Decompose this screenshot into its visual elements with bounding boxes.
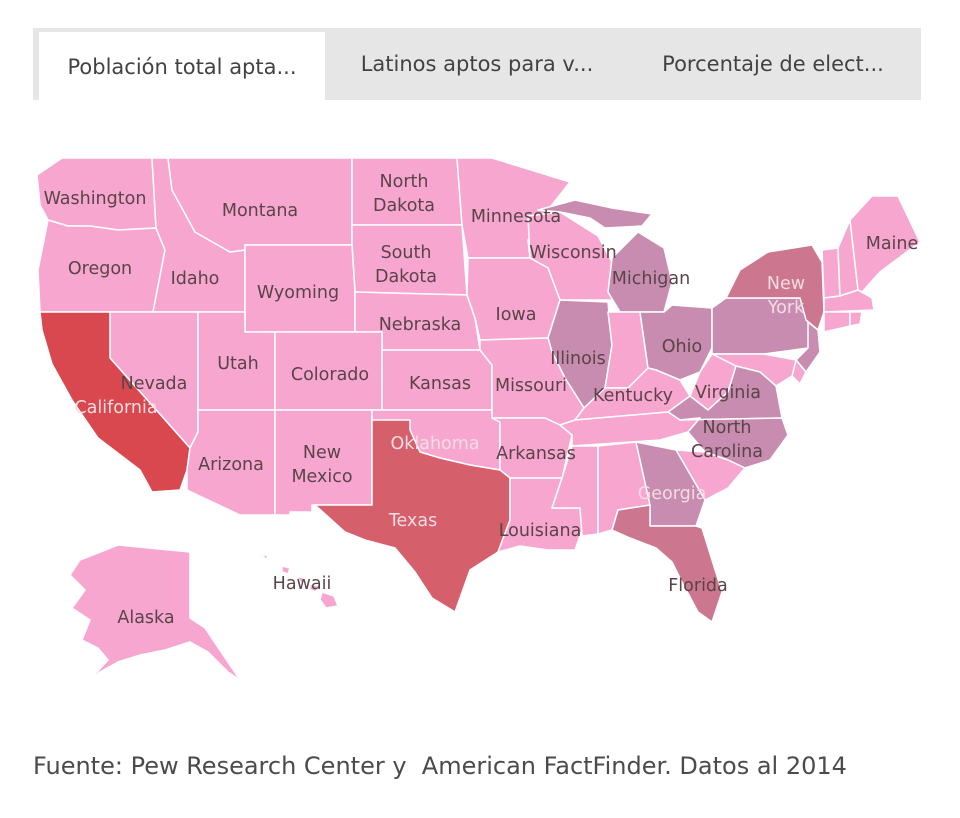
- label-north-carolina: North Carolina: [691, 418, 763, 462]
- tab-bar: Población total apta... Latinos aptos pa…: [33, 28, 921, 102]
- tab-porcentaje-electores[interactable]: Porcentaje de elect...: [662, 52, 884, 76]
- label-hawaii: Hawaii: [273, 574, 332, 594]
- label-iowa: Iowa: [496, 305, 537, 325]
- label-louisiana: Louisiana: [499, 521, 582, 541]
- label-texas: Texas: [388, 511, 437, 531]
- label-nevada: Nevada: [121, 374, 188, 394]
- label-washington: Washington: [44, 189, 147, 209]
- label-wisconsin: Wisconsin: [529, 243, 616, 263]
- label-north-dakota: North Dakota: [373, 172, 435, 216]
- label-michigan: Michigan: [612, 269, 690, 289]
- state-rhode-island[interactable]: [849, 311, 863, 327]
- label-missouri: Missouri: [495, 376, 567, 396]
- label-colorado: Colorado: [291, 365, 369, 385]
- label-california: California: [74, 398, 157, 418]
- state-florida[interactable]: [611, 504, 723, 623]
- label-virginia: Virginia: [695, 383, 761, 403]
- label-wyoming: Wyoming: [257, 283, 339, 303]
- state-texas[interactable]: [314, 419, 511, 613]
- label-georgia: Georgia: [638, 484, 707, 504]
- label-montana: Montana: [222, 201, 298, 221]
- label-new-mexico: New Mexico: [291, 443, 352, 487]
- us-states-map: Washington Oregon Idaho Montana North Dak…: [36, 157, 921, 686]
- state-connecticut[interactable]: [823, 311, 851, 333]
- label-minnesota: Minnesota: [471, 207, 561, 227]
- label-illinois: Illinois: [550, 349, 606, 369]
- label-oregon: Oregon: [68, 259, 132, 279]
- state-hawaii[interactable]: [261, 553, 339, 609]
- label-maine: Maine: [866, 234, 919, 254]
- label-idaho: Idaho: [171, 269, 220, 289]
- label-ohio: Ohio: [662, 337, 702, 357]
- label-oklahoma: Oklahoma: [390, 434, 479, 454]
- state-iowa[interactable]: [466, 257, 561, 341]
- label-arizona: Arizona: [198, 455, 264, 475]
- tab-poblacion-total[interactable]: Población total apta...: [39, 32, 325, 102]
- label-arkansas: Arkansas: [496, 444, 576, 464]
- state-minnesota[interactable]: [456, 157, 571, 259]
- state-vermont[interactable]: [821, 247, 841, 299]
- label-alaska: Alaska: [117, 608, 174, 628]
- label-nebraska: Nebraska: [379, 315, 462, 335]
- state-california[interactable]: [39, 311, 191, 493]
- label-utah: Utah: [217, 354, 259, 374]
- state-labels: Washington Oregon Idaho Montana North Dak…: [44, 172, 919, 628]
- label-kentucky: Kentucky: [593, 386, 673, 406]
- label-florida: Florida: [668, 576, 728, 596]
- label-kansas: Kansas: [409, 374, 471, 394]
- label-south-dakota: South Dakota: [375, 243, 437, 287]
- label-new-york: New York: [767, 274, 805, 318]
- tab-latinos-aptos[interactable]: Latinos aptos para v...: [360, 52, 594, 76]
- state-alaska[interactable]: [69, 544, 241, 686]
- source-note: Fuente: Pew Research Center y American F…: [33, 752, 847, 780]
